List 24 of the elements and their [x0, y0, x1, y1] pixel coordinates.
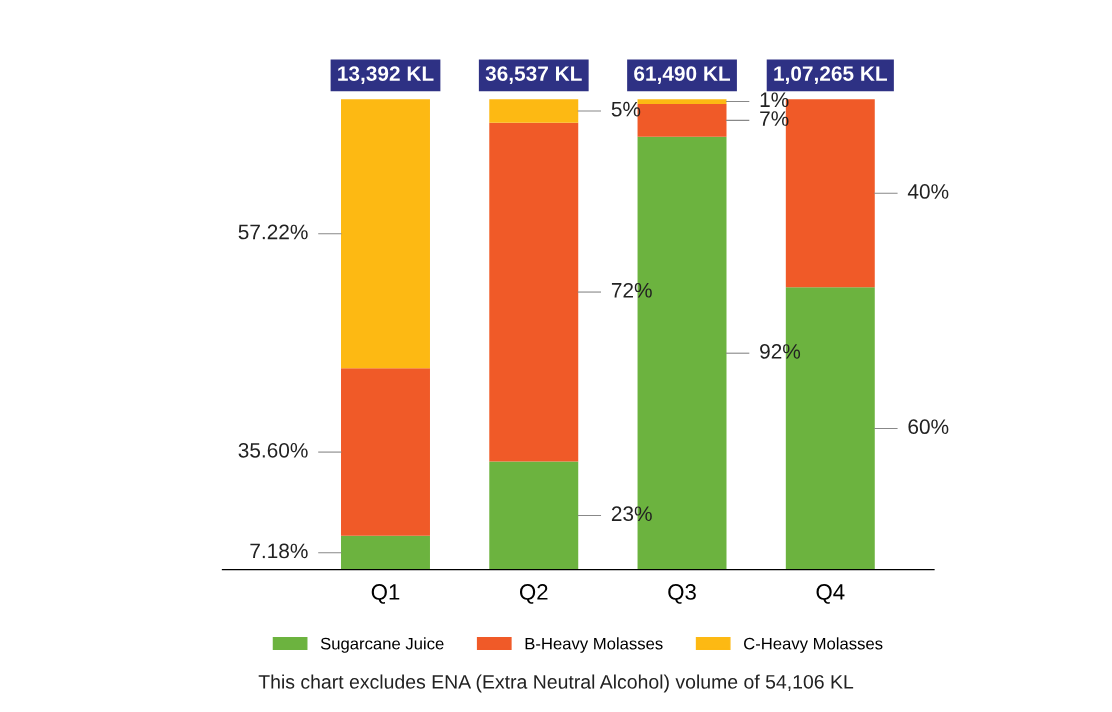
data-label: 60% — [908, 419, 949, 435]
data-label: 35.60% — [238, 442, 308, 458]
bar — [341, 99, 430, 369]
annotation: 13,392 KL — [338, 66, 434, 84]
data-label: 1% — [760, 92, 789, 108]
annotation: 36,537 KL — [485, 66, 582, 84]
bar — [341, 535, 430, 570]
x-tick-label: Q4 — [816, 584, 845, 604]
x-tick-label: Q2 — [519, 584, 548, 604]
annotation: 1,07,265 KL — [774, 66, 887, 84]
legend-label: C-Heavy Molasses — [744, 637, 883, 653]
legend-label: B-Heavy Molasses — [525, 637, 663, 653]
bar — [489, 122, 579, 462]
annotation: 61,490 KL — [634, 66, 731, 84]
x-tick-label: Q1 — [371, 584, 400, 604]
x-tick-label: Q3 — [668, 584, 696, 604]
bar — [489, 461, 579, 570]
legend-label: Sugarcane Juice — [320, 637, 444, 653]
bar — [489, 99, 579, 123]
bar — [341, 368, 430, 536]
text: This chart excludes ENA (Extra Neutral Alcohol) volume of 54,106 KL — [258, 674, 854, 693]
data-label: 7.18% — [250, 543, 308, 559]
data-label: 57.22% — [238, 224, 308, 240]
data-label: 40% — [907, 184, 949, 199]
